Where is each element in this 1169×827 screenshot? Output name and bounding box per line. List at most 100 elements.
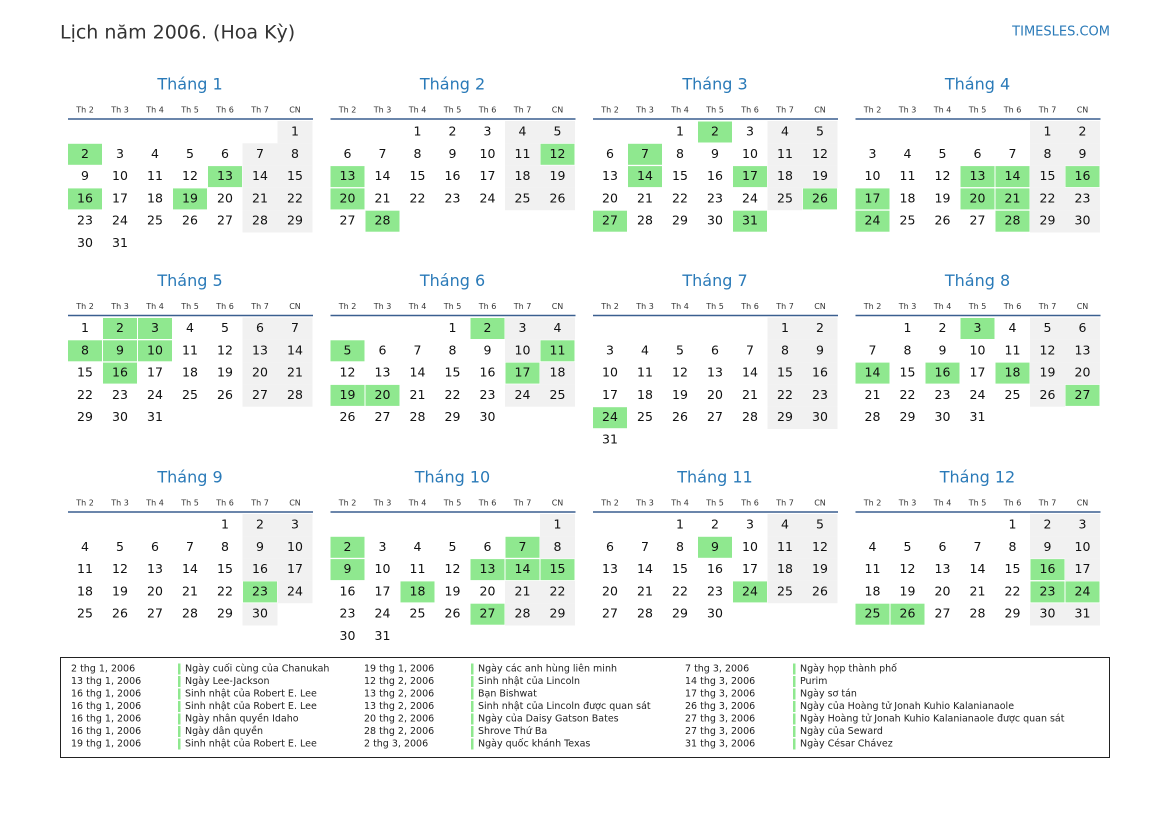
weekend-cell (242, 558, 278, 581)
day-number: 23 (707, 583, 723, 598)
day-number: 27 (375, 409, 391, 424)
day-number: 8 (554, 539, 562, 554)
weekday-label: Th 6 (740, 106, 759, 115)
day-number: 27 (935, 606, 951, 621)
day-number: 3 (746, 124, 754, 139)
day-number: 26 (935, 213, 951, 228)
weekend-cell (505, 165, 540, 188)
day-number: 10 (742, 539, 758, 554)
day-number: 12 (935, 168, 951, 183)
day-number: 13 (375, 365, 391, 380)
weekend-cell (767, 580, 803, 604)
month-title: Tháng 2 (419, 75, 485, 94)
day-number: 28 (970, 606, 986, 621)
day-number: 19 (182, 190, 198, 205)
holiday-date: 28 thg 2, 2006 (364, 726, 434, 737)
day-number: 18 (777, 561, 793, 576)
day-number: 15 (287, 168, 303, 183)
day-number: 13 (480, 561, 496, 576)
day-number: 1 (676, 517, 684, 532)
weekday-label: Th 6 (1003, 302, 1022, 311)
day-number: 6 (711, 342, 719, 357)
day-number: 14 (970, 561, 986, 576)
holiday-name: Sinh nhật của Robert E. Lee (185, 689, 317, 700)
weekday-label: Th 7 (250, 302, 269, 311)
day-number: 14 (742, 365, 758, 380)
weekend-cell (1065, 317, 1100, 340)
day-number: 2 (711, 124, 719, 139)
weekday-label: Th 6 (215, 499, 234, 508)
day-number: 15 (672, 561, 688, 576)
day-number: 15 (1040, 168, 1056, 183)
day-number: 7 (414, 342, 422, 357)
day-number: 7 (186, 539, 194, 554)
month-title: Tháng 6 (419, 271, 485, 290)
weekday-label: Th 6 (1003, 499, 1022, 508)
day-number: 22 (1005, 583, 1021, 598)
holiday-name: Ngày của Daisy Gatson Bates (478, 714, 619, 725)
day-number: 15 (410, 168, 426, 183)
holiday-name: Purim (800, 676, 827, 687)
day-number: 2 (1044, 517, 1052, 532)
day-number: 20 (147, 583, 163, 598)
day-number: 5 (816, 517, 824, 532)
day-number: 21 (182, 583, 198, 598)
weekend-cell (767, 406, 803, 429)
day-number: 28 (637, 606, 653, 621)
day-number: 10 (602, 365, 618, 380)
day-number: 7 (869, 342, 877, 357)
weekend-cell (505, 339, 540, 363)
day-number: 6 (379, 342, 387, 357)
weekend-cell (1030, 536, 1065, 559)
weekend-cell (505, 317, 540, 340)
holiday-name: Bạn Bishwat (478, 689, 537, 700)
day-number: 13 (252, 342, 268, 357)
day-number: 31 (147, 409, 163, 424)
day-number: 13 (602, 561, 618, 576)
day-number: 31 (742, 213, 758, 228)
day-number: 21 (287, 365, 303, 380)
day-number: 24 (112, 213, 128, 228)
day-number: 21 (742, 387, 758, 402)
holiday-date: 13 thg 1, 2006 (71, 676, 141, 687)
weekend-cell (277, 143, 313, 166)
day-number: 16 (812, 365, 828, 380)
weekend-cell (242, 210, 278, 233)
holiday-name: Ngày dân quyền (185, 726, 263, 737)
day-number: 30 (480, 409, 496, 424)
weekend-cell (1065, 187, 1100, 211)
day-number: 22 (287, 190, 303, 205)
day-number: 9 (484, 342, 492, 357)
day-number: 28 (252, 213, 268, 228)
day-number: 23 (445, 190, 461, 205)
weekend-cell (767, 514, 803, 537)
day-number: 26 (182, 213, 198, 228)
weekday-label: Th 5 (443, 106, 462, 115)
day-number: 9 (939, 342, 947, 357)
weekend-cell (540, 362, 575, 385)
weekend-cell (277, 165, 313, 188)
day-number: 3 (606, 342, 614, 357)
weekday-label: Th 2 (75, 106, 94, 115)
holiday-highlight (995, 188, 1030, 210)
holiday-highlight (505, 559, 540, 581)
day-number: 19 (812, 561, 828, 576)
weekend-cell (277, 317, 313, 340)
day-number: 8 (414, 146, 422, 161)
day-number: 26 (445, 606, 461, 621)
weekend-cell (242, 603, 278, 626)
site-link[interactable]: TIMESLES.COM (1011, 25, 1110, 40)
day-number: 25 (777, 583, 793, 598)
holiday-highlight (208, 166, 242, 188)
day-number: 12 (812, 146, 828, 161)
day-number: 12 (550, 146, 566, 161)
day-number: 18 (182, 365, 198, 380)
day-number: 7 (291, 320, 299, 335)
weekend-cell (1065, 558, 1100, 581)
weekend-cell (1030, 317, 1065, 340)
day-number: 18 (77, 583, 93, 598)
day-number: 19 (445, 583, 461, 598)
weekend-cell (1065, 603, 1100, 626)
day-number: 24 (147, 387, 163, 402)
holiday-marker (178, 726, 181, 737)
